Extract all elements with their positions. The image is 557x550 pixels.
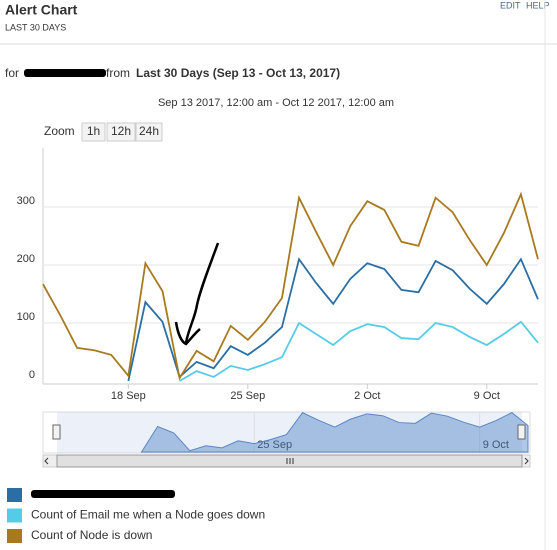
zoom-button[interactable] (81, 122, 106, 142)
legend-swatch (7, 529, 22, 543)
y-tick-label: 300 (17, 195, 35, 207)
zoom-button-label[interactable]: 12h (111, 124, 131, 138)
scrollbar-arrows (44, 457, 529, 465)
navigator-handle[interactable] (52, 424, 61, 440)
filter-range: Last 30 Days (Sep 13 - Oct 13, 2017) (136, 66, 340, 80)
navigator[interactable] (42, 411, 531, 454)
navigator-tick-label: 9 Oct (483, 439, 509, 451)
zoom-button[interactable] (106, 122, 136, 142)
legend-label: Count of Email me when a Node goes down (31, 508, 265, 522)
scrollbar-grip (286, 458, 294, 464)
zoom-button[interactable] (135, 122, 163, 142)
navigator-window[interactable] (57, 412, 522, 453)
legend-swatch (7, 508, 22, 523)
legend-label: Count of Node is down (31, 528, 152, 542)
zoom-label: Zoom (44, 124, 75, 138)
edit-link[interactable]: EDIT (500, 0, 521, 10)
navigator-handle[interactable] (517, 424, 526, 440)
zoom-button-label[interactable]: 1h (87, 124, 100, 138)
chart-subtitle: Sep 13 2017, 12:00 am - Oct 12 2017, 12:… (158, 97, 394, 109)
filter-middle: from (106, 66, 130, 80)
navigator-area (140, 411, 529, 453)
help-link[interactable]: HELP (526, 0, 550, 10)
legend-swatch (7, 488, 22, 502)
x-tick-label: 2 Oct (354, 390, 380, 402)
x-tick-label: 18 Sep (111, 390, 146, 402)
x-tick-label: 9 Oct (474, 390, 500, 402)
redaction (31, 490, 175, 498)
series-line (127, 257, 539, 382)
widget-subtitle: LAST 30 DAYS (5, 22, 66, 32)
x-tick-label: 25 Sep (230, 390, 265, 402)
y-tick-label: 200 (17, 253, 35, 265)
series-line (179, 320, 539, 382)
filter-prefix: for (5, 66, 19, 80)
zoom-button-label[interactable]: 24h (139, 124, 159, 138)
y-tick-label: 0 (29, 369, 35, 381)
redaction (24, 69, 106, 77)
series-line (42, 191, 539, 381)
widget-title: Alert Chart (5, 2, 78, 18)
navigator-tick-label: 25 Sep (257, 439, 292, 451)
y-tick-label: 100 (17, 311, 35, 323)
hand-drawn-arrow (174, 242, 220, 346)
